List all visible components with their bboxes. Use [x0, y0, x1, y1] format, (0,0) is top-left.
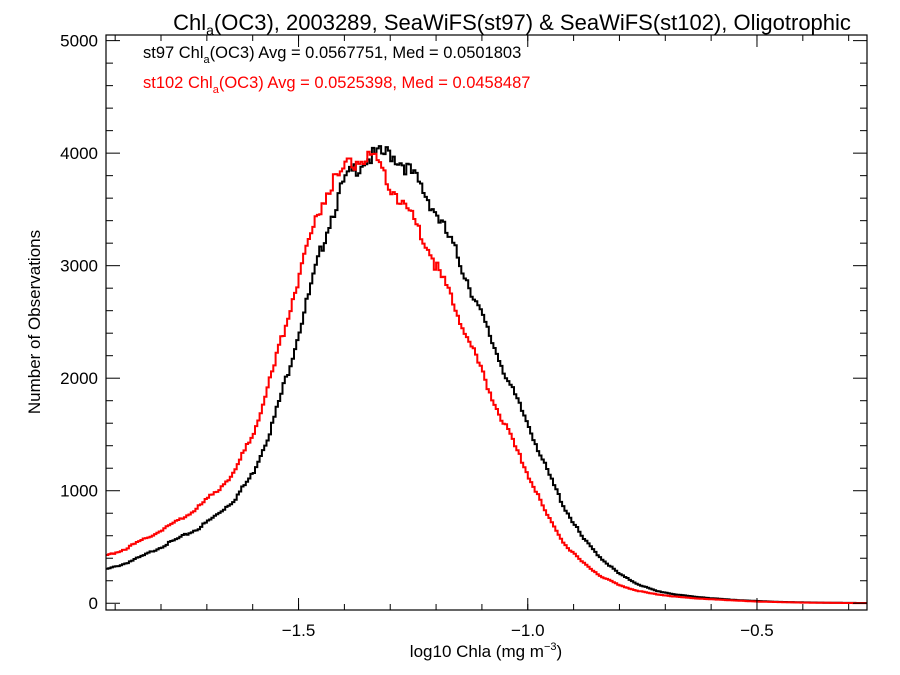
y-tick-label: 5000 [60, 32, 98, 51]
x-tick-label: −1.5 [282, 621, 316, 640]
stats-text-suffix: (OC3) Avg = 0.0567751, Med = 0.0501803 [210, 44, 522, 62]
stats-legend: st97 Chla(OC3) Avg = 0.0567751, Med = 0.… [143, 44, 530, 96]
stats-text-suffix: (OC3) Avg = 0.0525398, Med = 0.0458487 [219, 74, 531, 92]
x-axis-label: log10 Chla (mg m−3) [410, 641, 562, 661]
x-axis-label-main: log10 Chla (mg m [410, 642, 544, 661]
chart-title-subscript: a [206, 22, 214, 38]
stats-text-subscript: a [213, 84, 220, 96]
stats-line-2: st102 Chla(OC3) Avg = 0.0525398, Med = 0… [143, 74, 530, 96]
y-tick-label: 0 [89, 594, 98, 613]
series-layer [106, 145, 867, 605]
y-tick-label: 3000 [60, 257, 98, 276]
stats-text-prefix: st97 Chl [143, 44, 204, 62]
stats-text-subscript: a [204, 54, 211, 66]
plot-frame [105, 34, 868, 611]
x-tick-label: −1.0 [511, 621, 545, 640]
series-line-1 [106, 145, 867, 604]
y-tick-label: 2000 [60, 369, 98, 388]
y-axis-label: Number of Observations [25, 230, 44, 414]
y-tick-label: 4000 [60, 144, 98, 163]
x-tick-label: −0.5 [740, 621, 774, 640]
chart-title-rest: (OC3), 2003289, SeaWiFS(st97) & SeaWiFS(… [214, 10, 851, 35]
y-tick-label: 1000 [60, 482, 98, 501]
x-axis-label-superscript: −3 [544, 641, 557, 653]
axes-layer: −1.5 −1.0 −0.5 0 1000 2000 3000 4000 5000 [60, 32, 868, 640]
x-axis-label-close: ) [557, 642, 563, 661]
series-line-2 [106, 150, 867, 605]
chart-title: Chla(OC3), 2003289, SeaWiFS(st97) & SeaW… [173, 10, 851, 38]
stats-text-prefix: st102 Chl [143, 74, 213, 92]
chart-title-main: Chl [173, 10, 206, 35]
stats-line-1: st97 Chla(OC3) Avg = 0.0567751, Med = 0.… [143, 44, 521, 66]
